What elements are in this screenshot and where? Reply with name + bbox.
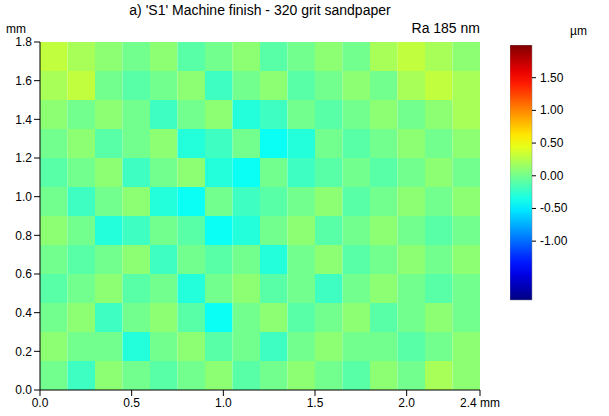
svg-text:0.6: 0.6 xyxy=(15,267,32,281)
svg-text:1.8: 1.8 xyxy=(15,35,32,49)
svg-text:2.4 mm: 2.4 mm xyxy=(460,396,500,410)
svg-text:2.0: 2.0 xyxy=(398,396,415,410)
html-text:a) 'S1' Machine finish - 320 g: a) 'S1' Machine finish - 320 grit sandpa… xyxy=(129,2,391,18)
svg-text:-0.50: -0.50 xyxy=(540,201,568,215)
html-text:µm: µm xyxy=(570,24,587,38)
svg-text:1.2: 1.2 xyxy=(15,151,32,165)
svg-text:1.6: 1.6 xyxy=(15,74,32,88)
svg-text:-1.00: -1.00 xyxy=(540,234,568,248)
svg-text:1.00: 1.00 xyxy=(540,103,564,117)
svg-text:0.8: 0.8 xyxy=(15,229,32,243)
svg-text:0.4: 0.4 xyxy=(15,306,32,320)
html-text:mm: mm xyxy=(6,22,26,36)
svg-text:1.50: 1.50 xyxy=(540,71,564,85)
svg-text:0.5: 0.5 xyxy=(123,396,140,410)
svg-text:0.0: 0.0 xyxy=(15,383,32,397)
svg-text:0.0: 0.0 xyxy=(32,396,49,410)
svg-text:0.50: 0.50 xyxy=(540,136,564,150)
svg-text:1.0: 1.0 xyxy=(15,190,32,204)
svg-text:1.0: 1.0 xyxy=(215,396,232,410)
html-text:Ra 185 nm: Ra 185 nm xyxy=(411,20,480,36)
svg-text:1.5: 1.5 xyxy=(307,396,324,410)
svg-text:0.00: 0.00 xyxy=(540,169,564,183)
svg-text:1.4: 1.4 xyxy=(15,113,32,127)
svg-text:0.2: 0.2 xyxy=(15,345,32,359)
